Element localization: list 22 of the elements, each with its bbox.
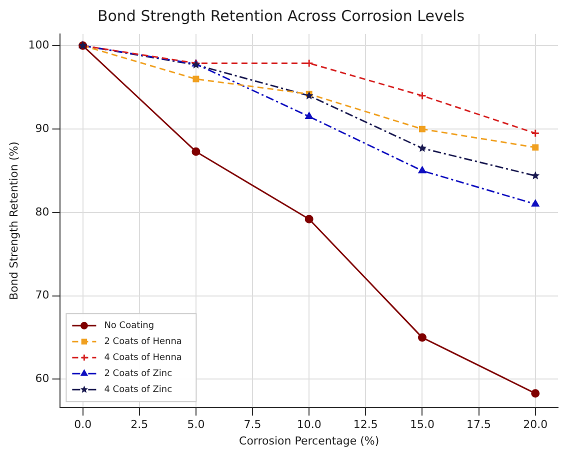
legend-label: 2 Coats of Zinc	[104, 368, 172, 379]
legend-label: 4 Coats of Zinc	[104, 384, 172, 395]
x-tick-label: 20.0	[523, 418, 548, 432]
y-tick-label: 80	[35, 205, 50, 218]
x-tick-label: 10.0	[296, 418, 322, 432]
legend-label: 4 Coats of Henna	[104, 352, 182, 363]
x-tick-label: 0.0	[74, 418, 92, 432]
x-axis-title: Corrosion Percentage (%)	[239, 434, 380, 448]
y-tick-label: 60	[35, 372, 50, 386]
x-tick-label: 12.5	[353, 418, 378, 432]
y-tick-label: 70	[35, 288, 50, 302]
x-tick-label: 17.5	[466, 418, 492, 432]
y-axis-title: Bond Strength Retention (%)	[7, 142, 20, 300]
x-tick-label: 15.0	[410, 418, 434, 432]
x-tick-label: 2.5	[130, 418, 148, 432]
x-tick-label: 5.0	[187, 418, 205, 432]
y-tick-label: 100	[28, 38, 50, 52]
legend-label: 2 Coats of Henna	[104, 336, 182, 347]
chart-title: Bond Strength Retention Across Corrosion Levels	[97, 6, 465, 25]
legend-label: No Coating	[104, 320, 154, 331]
x-tick-label: 7.5	[244, 418, 262, 432]
y-tick-label: 90	[35, 122, 50, 135]
